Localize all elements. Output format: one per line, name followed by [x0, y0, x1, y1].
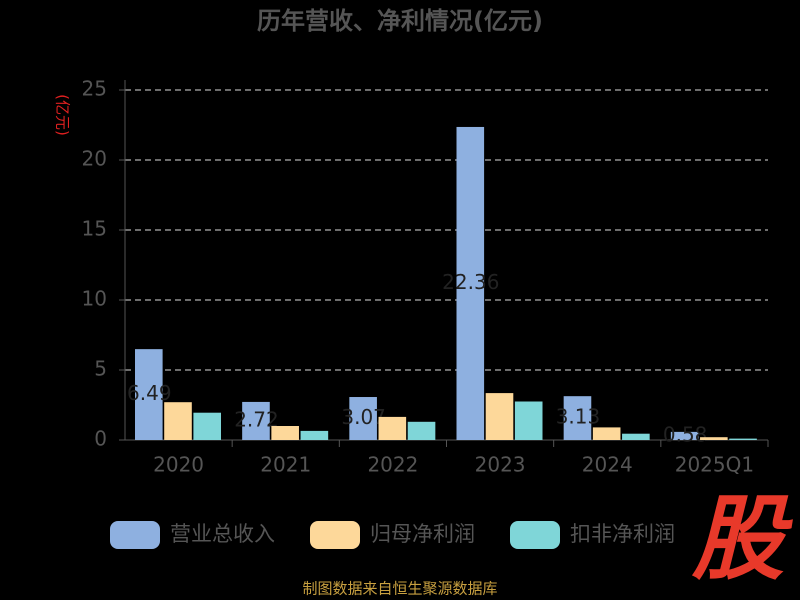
bar [514, 401, 543, 440]
bar [300, 430, 329, 440]
x-tick-label: 2021 [260, 453, 311, 477]
y-tick-label: 10 [82, 287, 107, 311]
bar [193, 412, 221, 440]
bar [622, 433, 650, 440]
bar [378, 416, 407, 440]
bar [485, 393, 514, 440]
legend-label: 归母净利润 [370, 522, 475, 546]
bar [349, 397, 377, 440]
chart-title: 历年营收、净利情况(亿元) [257, 7, 543, 35]
bar [563, 396, 592, 440]
data-label: 6.49 [127, 381, 172, 405]
legend-swatch [110, 521, 160, 549]
y-tick-label: 25 [82, 77, 107, 101]
x-tick-label: 2022 [367, 453, 418, 477]
source-note: 制图数据来自恒生聚源数据库 [302, 580, 497, 598]
bar [592, 427, 621, 440]
x-tick-label: 2024 [582, 453, 633, 477]
bar [271, 426, 299, 440]
bar [700, 437, 728, 440]
y-tick-label: 5 [94, 357, 107, 381]
bar [164, 402, 192, 440]
y-axis-label: (亿元) [54, 94, 72, 136]
bar [407, 421, 436, 440]
data-label: 0.58 [663, 422, 708, 446]
y-tick-label: 20 [82, 147, 107, 171]
bar [456, 126, 485, 441]
x-tick-label: 2023 [475, 453, 526, 477]
data-label: 3.07 [341, 405, 386, 429]
data-label: 3.13 [556, 405, 601, 429]
legend-swatch [310, 521, 360, 549]
bar [729, 438, 757, 440]
legend-label: 扣非净利润 [570, 522, 675, 546]
bar [670, 431, 699, 440]
x-tick-label: 2020 [153, 453, 204, 477]
data-label: 2.72 [234, 407, 279, 431]
bar [135, 349, 163, 440]
bar [242, 401, 270, 440]
y-tick-label: 0 [94, 427, 107, 451]
x-tick-label: 2025Q1 [675, 453, 754, 477]
logo: 股 [691, 485, 793, 592]
legend-label: 营业总收入 [170, 522, 275, 546]
legend-swatch [510, 521, 560, 549]
data-label: 22.36 [442, 270, 499, 294]
y-tick-label: 15 [82, 217, 107, 241]
